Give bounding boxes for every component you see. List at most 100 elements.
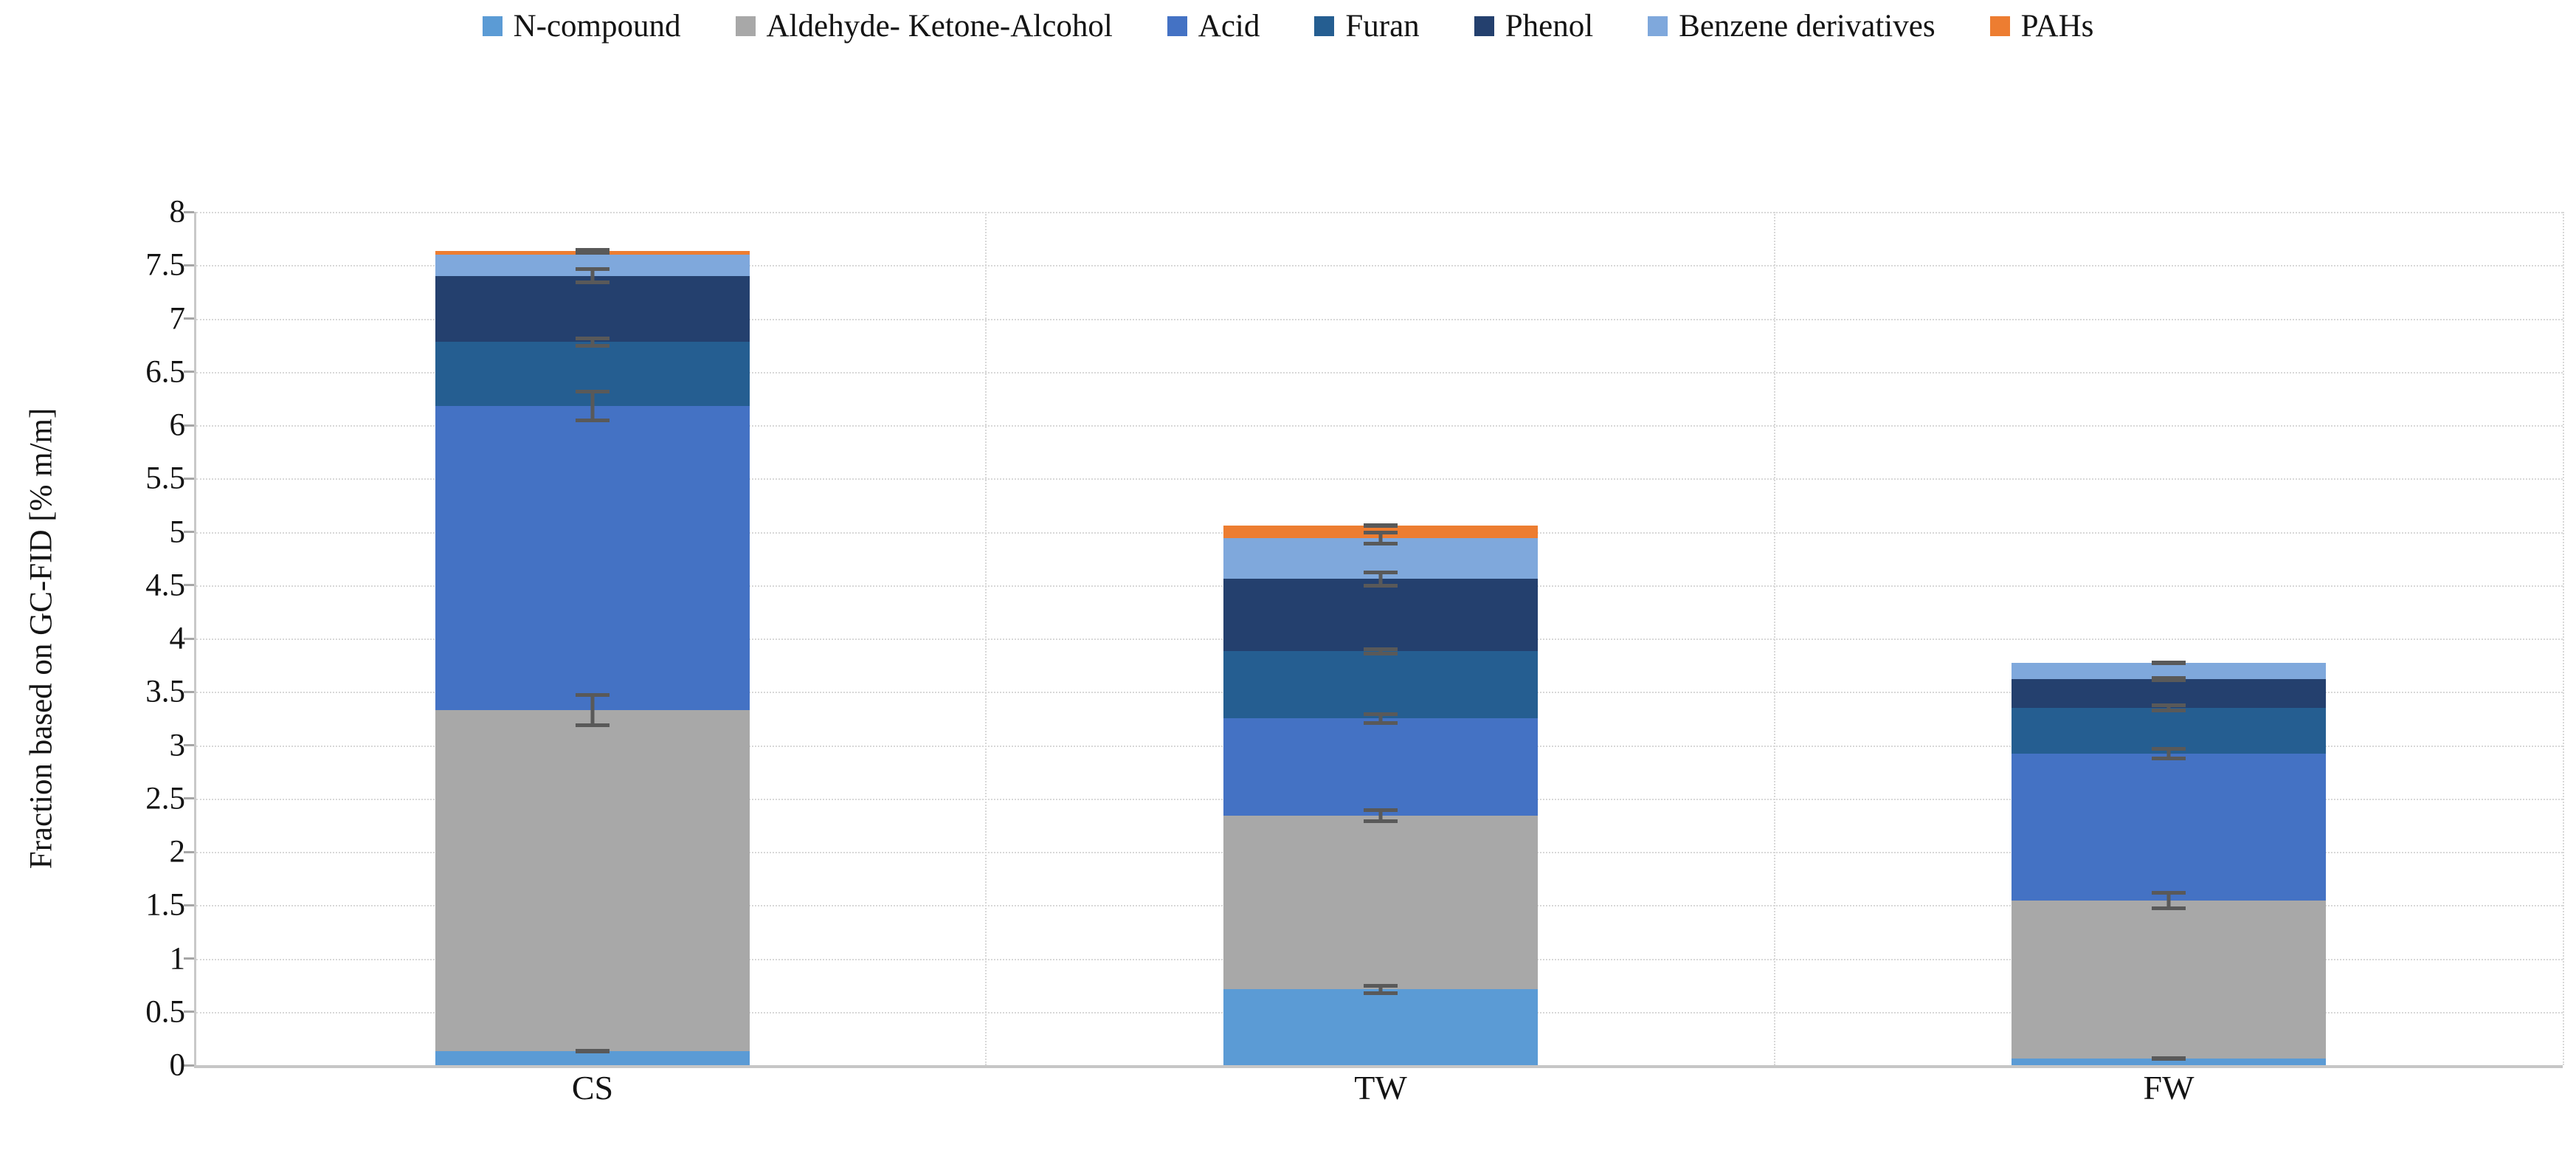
error-bar-line bbox=[1378, 570, 1383, 588]
error-bar-cap-top bbox=[576, 337, 610, 341]
error-bar-cap-bottom bbox=[1364, 721, 1398, 726]
legend-swatch-icon bbox=[1474, 16, 1494, 36]
error-bar-cap-bottom bbox=[2152, 756, 2186, 760]
legend-item-3: Furan bbox=[1314, 9, 1420, 44]
y-axis-tick bbox=[184, 957, 194, 960]
error-bar-line bbox=[1378, 984, 1383, 995]
bar-segment-CS-phenol bbox=[435, 275, 750, 343]
error-bar bbox=[576, 1049, 610, 1054]
y-tick-label: 7.5 bbox=[145, 247, 185, 283]
legend-swatch-icon bbox=[482, 16, 503, 36]
y-tick-label: 0.5 bbox=[145, 994, 185, 1030]
error-bar-cap-bottom bbox=[2152, 678, 2186, 683]
error-bar bbox=[2152, 1056, 2186, 1061]
y-gridline bbox=[196, 318, 2563, 320]
y-axis-tick bbox=[184, 904, 194, 906]
error-bar-line bbox=[2166, 703, 2171, 712]
y-axis-tick bbox=[184, 850, 194, 853]
y-axis-tick bbox=[184, 1064, 194, 1067]
error-bar-cap-bottom bbox=[576, 250, 610, 255]
y-axis-tick bbox=[184, 797, 194, 800]
category-separator-gridline bbox=[2563, 212, 2564, 1065]
bar-segment-TW-aldehyde-ketone-alcohol bbox=[1223, 815, 1538, 990]
y-gridline bbox=[196, 371, 2563, 374]
error-bar-line bbox=[1378, 647, 1383, 656]
error-bar bbox=[2152, 661, 2186, 666]
y-tick-label: 2.5 bbox=[145, 781, 185, 816]
error-bar-cap-bottom bbox=[2152, 1057, 2186, 1061]
y-axis-tick bbox=[184, 477, 194, 480]
legend-swatch-icon bbox=[735, 16, 756, 36]
error-bar-cap-top bbox=[576, 267, 610, 272]
y-axis-tick bbox=[184, 584, 194, 587]
bar-FW bbox=[2012, 212, 2326, 1065]
error-bar-line bbox=[590, 692, 595, 727]
legend-label: N-compound bbox=[513, 9, 681, 44]
y-tick-label: 4.5 bbox=[145, 568, 185, 603]
y-axis-tick bbox=[184, 424, 194, 427]
error-bar-cap-bottom bbox=[576, 418, 610, 422]
y-tick-label: 5 bbox=[169, 514, 186, 549]
y-tick-label: 3.5 bbox=[145, 674, 185, 709]
y-tick-label: 3 bbox=[169, 728, 186, 763]
bar-segment-TW-acid bbox=[1223, 718, 1538, 816]
y-tick-label: 5.5 bbox=[145, 461, 185, 496]
legend-label: Furan bbox=[1345, 9, 1420, 44]
error-bar bbox=[1364, 647, 1398, 656]
error-bar bbox=[1364, 808, 1398, 823]
x-category-label-CS: CS bbox=[571, 1069, 614, 1106]
bar-segment-TW-furan bbox=[1223, 651, 1538, 719]
bar-segment-TW-phenol bbox=[1223, 579, 1538, 652]
legend-label: Aldehyde- Ketone-Alcohol bbox=[766, 9, 1113, 44]
error-bar-cap-bottom bbox=[1364, 542, 1398, 546]
legend-item-1: Aldehyde- Ketone-Alcohol bbox=[735, 9, 1113, 44]
y-axis-tick bbox=[184, 531, 194, 533]
error-bar-cap-bottom bbox=[576, 723, 610, 727]
y-axis-tick bbox=[184, 744, 194, 746]
bar-segment-TW-n-compound bbox=[1223, 989, 1538, 1065]
error-bar bbox=[1364, 570, 1398, 588]
error-bar bbox=[2152, 891, 2186, 911]
legend-item-6: PAHs bbox=[1989, 9, 2094, 44]
error-bar bbox=[1364, 984, 1398, 995]
legend-item-0: N-compound bbox=[482, 9, 681, 44]
bar-segment-FW-acid bbox=[2012, 754, 2326, 901]
bar-segment-FW-aldehyde-ketone-alcohol bbox=[2012, 901, 2326, 1059]
y-tick-label: 2 bbox=[169, 834, 186, 870]
error-bar-cap-bottom bbox=[2152, 906, 2186, 911]
error-bar-line bbox=[1378, 712, 1383, 726]
plot-area: Fraction based on GC-FID [% m/m] 0 0.5 1 1.… bbox=[24, 195, 2564, 1106]
y-tick-label: 1 bbox=[169, 941, 186, 976]
bar-segment-CS-n-compound bbox=[435, 1051, 750, 1065]
bar-TW bbox=[1223, 212, 1538, 1065]
legend-label: Phenol bbox=[1505, 9, 1594, 44]
legend-swatch-icon bbox=[1167, 16, 1187, 36]
error-bar-line bbox=[2166, 891, 2171, 911]
error-bar-line bbox=[590, 267, 595, 285]
legend-swatch-icon bbox=[1989, 16, 2010, 36]
error-bar-cap-bottom bbox=[1364, 652, 1398, 656]
error-bar bbox=[1364, 523, 1398, 528]
error-bar-cap-bottom bbox=[1364, 583, 1398, 588]
y-gridline bbox=[196, 212, 2563, 213]
error-bar bbox=[576, 267, 610, 285]
error-bar-line bbox=[590, 390, 595, 422]
error-bar-cap-bottom bbox=[1364, 523, 1398, 528]
legend-item-2: Acid bbox=[1167, 10, 1260, 42]
error-bar-line bbox=[1378, 808, 1383, 823]
category-separator-gridline bbox=[1774, 212, 1775, 1065]
bar-segment-CS-acid bbox=[435, 406, 750, 710]
y-tick-label: 7 bbox=[169, 301, 186, 336]
legend-item-4: Phenol bbox=[1474, 10, 1593, 42]
bar-segment-FW-benzene-derivatives bbox=[2012, 663, 2326, 679]
x-category-label-FW: FW bbox=[2143, 1069, 2195, 1106]
error-bar-cap-top bbox=[1364, 647, 1398, 651]
error-bar-cap-top bbox=[1364, 808, 1398, 812]
error-bar-cap-top bbox=[1364, 531, 1398, 535]
error-bar bbox=[1364, 712, 1398, 726]
legend-label: PAHs bbox=[2020, 9, 2094, 44]
error-bar-line bbox=[590, 337, 595, 348]
bar-segment-FW-phenol bbox=[2012, 678, 2326, 708]
category-separator-gridline bbox=[985, 212, 987, 1065]
